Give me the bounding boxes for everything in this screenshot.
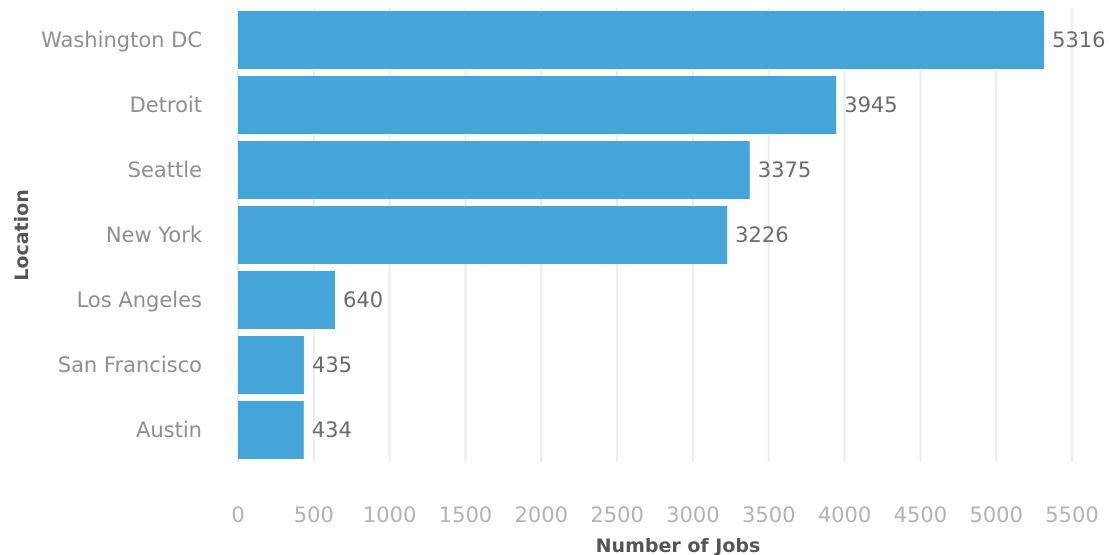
bar-detroit: [238, 76, 837, 134]
x-axis-title: Number of Jobs: [596, 535, 761, 555]
category-label: New York: [106, 223, 203, 247]
x-tick-label: 4000: [818, 503, 871, 527]
category-label: Washington DC: [41, 28, 202, 52]
y-axis-title: Location: [11, 189, 33, 280]
x-tick-label: 1500: [439, 503, 492, 527]
x-tick-label: 4500: [894, 503, 947, 527]
bar-los-angeles: [238, 271, 336, 329]
value-labels: 5316 3945 3375 3226 640 435 434: [312, 28, 1106, 442]
x-tick-label: 2000: [515, 503, 568, 527]
category-label: Seattle: [128, 158, 202, 182]
x-tick-label: 0: [231, 503, 244, 527]
category-label: Los Angeles: [77, 288, 202, 312]
category-label: San Francisco: [58, 353, 202, 377]
x-tick-label: 2500: [590, 503, 643, 527]
bars: [238, 11, 1045, 459]
value-label: 5316: [1052, 28, 1105, 52]
bar-new-york: [238, 206, 728, 264]
bar-washington-dc: [238, 11, 1045, 69]
category-labels: Washington DC Detroit Seattle New York Los A…: [41, 28, 203, 442]
value-label: 3945: [844, 93, 897, 117]
category-label: Detroit: [130, 93, 202, 117]
category-label: Austin: [136, 418, 202, 442]
value-label: 3226: [735, 223, 788, 247]
x-tick-label: 3000: [666, 503, 719, 527]
x-tick-label: 3500: [742, 503, 795, 527]
value-label: 3375: [758, 158, 811, 182]
bar-san-francisco: [238, 336, 304, 394]
bar-seattle: [238, 141, 750, 199]
x-tick-label: 5500: [1045, 503, 1098, 527]
value-label: 434: [312, 418, 352, 442]
x-tick-label: 1000: [363, 503, 416, 527]
x-tick-labels: 0 500 1000 1500 2000 2500 3000 3500 4000 4500 5000…: [231, 503, 1098, 527]
value-label: 435: [312, 353, 352, 377]
x-tick-label: 5000: [969, 503, 1022, 527]
value-label: 640: [343, 288, 383, 312]
x-tick-label: 500: [294, 503, 334, 527]
bar-austin: [238, 401, 304, 459]
